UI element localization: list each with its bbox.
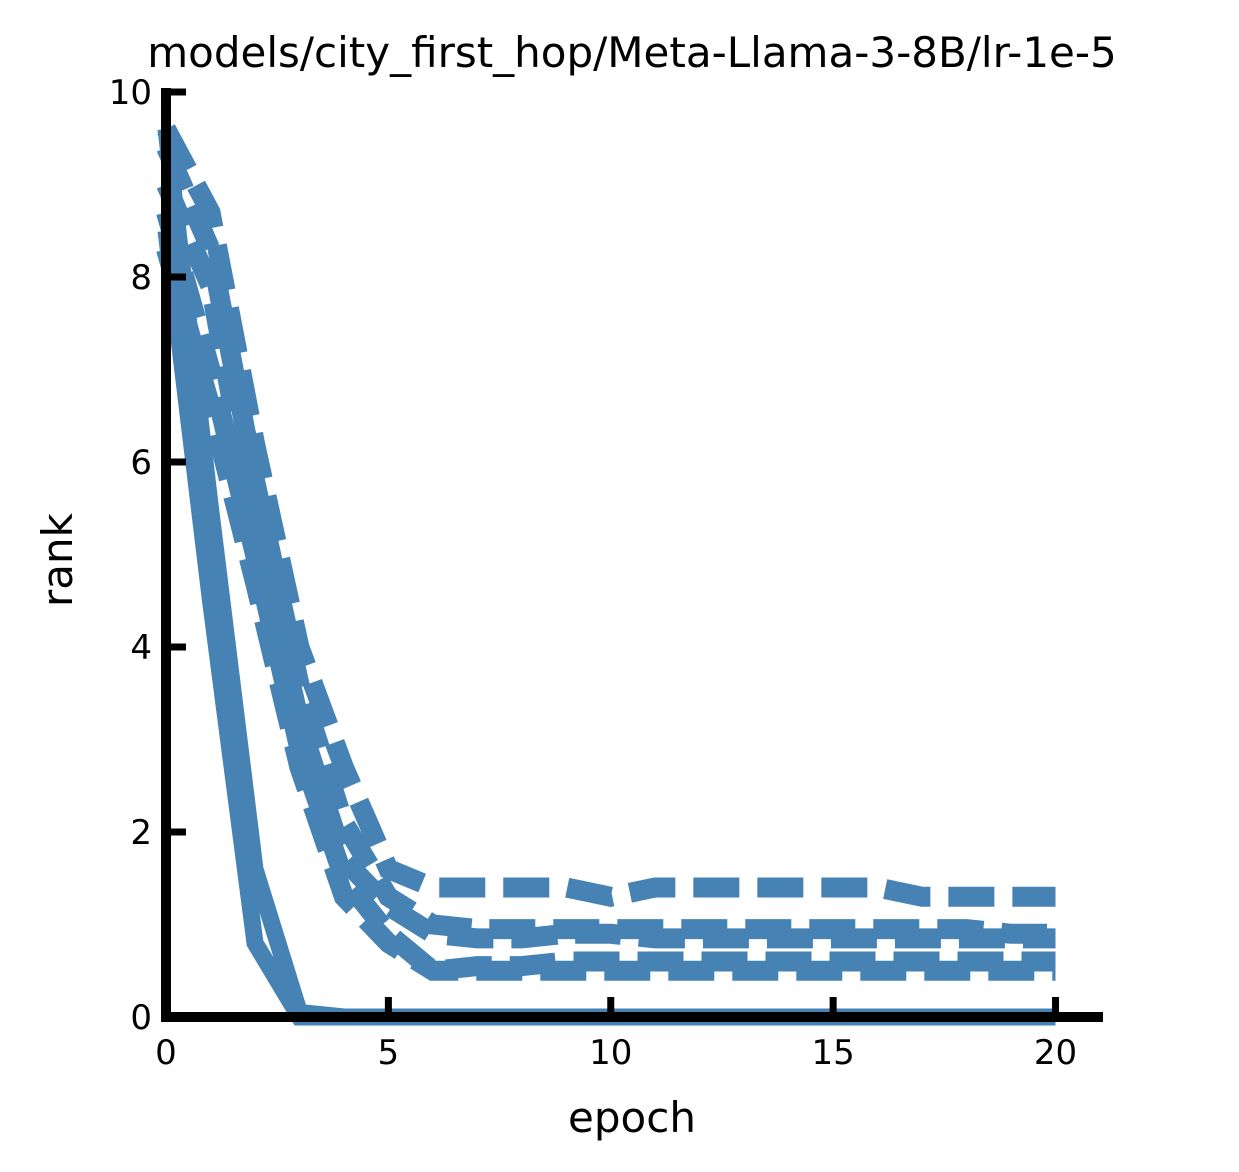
- y-tick-label-0: 0: [130, 998, 152, 1038]
- y-tick-label-6: 6: [130, 443, 152, 483]
- series-line-1: [157, 128, 1056, 1026]
- axes-layer: 0 5 10 15 20 0 2 4 6 8 10: [109, 73, 1103, 1073]
- x-tick-label-15: 15: [812, 1033, 855, 1073]
- x-tick-label-0: 0: [155, 1033, 177, 1073]
- x-tick-label-10: 10: [589, 1033, 632, 1073]
- y-axis-label: rank: [33, 512, 82, 607]
- chart-title: models/city_first_hop/Meta-Llama-3-8B/lr…: [147, 28, 1117, 77]
- series-line-3: [157, 124, 1056, 908]
- x-tick-label-20: 20: [1034, 1033, 1077, 1073]
- x-axis-label: epoch: [568, 1093, 696, 1142]
- x-tick-label-5: 5: [378, 1033, 400, 1073]
- series-line-4: [156, 143, 1056, 944]
- series-line-7: [156, 246, 1056, 981]
- y-tick-label-2: 2: [130, 813, 152, 853]
- y-tick-label-10: 10: [109, 73, 152, 113]
- series-layer: [156, 124, 1056, 1026]
- series-line-6: [156, 209, 1056, 982]
- series-line-5: [156, 180, 1056, 949]
- y-tick-label-8: 8: [130, 258, 152, 298]
- y-tick-label-4: 4: [130, 628, 152, 668]
